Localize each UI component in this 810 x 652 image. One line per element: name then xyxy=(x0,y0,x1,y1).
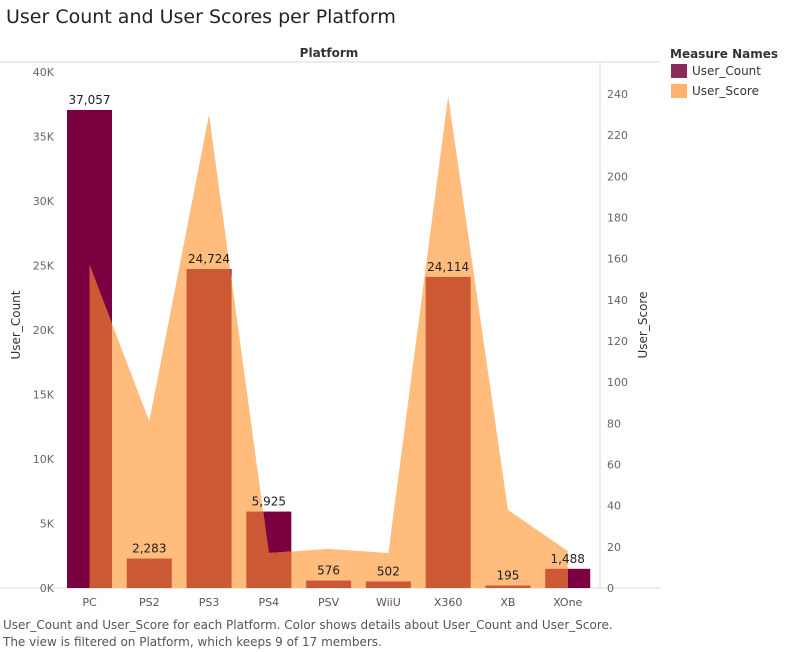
legend-label-user_score: User_Score xyxy=(692,84,759,98)
x-tick-ps4: PS4 xyxy=(259,596,280,609)
data-label-xone: 1,488 xyxy=(551,552,585,566)
chart-title: User Count and User Scores per Platform xyxy=(6,6,396,28)
column-header: Platform xyxy=(300,46,359,60)
legend-title: Measure Names xyxy=(670,47,778,61)
y-right-label: User_Score xyxy=(636,292,650,359)
data-label-x360: 24,114 xyxy=(427,260,469,274)
bar-overlap-ps2 xyxy=(126,558,172,588)
caption: User_Count and User_Score for each Platf… xyxy=(3,617,763,651)
data-label-ps4: 5,925 xyxy=(252,495,286,509)
legend-swatch-user_count xyxy=(671,64,687,78)
y-right-tick-120: 120 xyxy=(607,335,628,348)
y-right-tick-80: 80 xyxy=(607,417,621,430)
y-left-tick-25k: 25K xyxy=(33,260,55,273)
y-right-tick-140: 140 xyxy=(607,294,628,307)
y-right-tick-200: 200 xyxy=(607,170,628,183)
area-user-score xyxy=(89,96,568,588)
y-right-tick-60: 60 xyxy=(607,459,621,472)
y-left-label: User_Count xyxy=(9,290,23,359)
bar-overlap-ps3 xyxy=(186,269,232,588)
bar-overlap-x360 xyxy=(425,276,471,588)
y-left-tick-10k: 10K xyxy=(33,453,55,466)
caption-line-1: User_Count and User_Score for each Platf… xyxy=(3,618,613,632)
y-left-tick-15k: 15K xyxy=(33,389,55,402)
bar-overlap-xone xyxy=(545,568,568,588)
legend-swatch-user_score xyxy=(671,84,687,98)
legend-label-user_count: User_Count xyxy=(692,64,761,78)
y-right-tick-180: 180 xyxy=(607,212,628,225)
y-left-tick-0k: 0K xyxy=(40,582,55,595)
y-right-tick-100: 100 xyxy=(607,376,628,389)
data-label-pc: 37,057 xyxy=(69,93,111,107)
data-label-psv: 576 xyxy=(317,564,340,578)
bar-overlap-wiiu xyxy=(365,581,411,588)
x-tick-xone: XOne xyxy=(553,596,582,609)
x-tick-pc: PC xyxy=(82,596,97,609)
x-tick-wiiu: WiiU xyxy=(376,596,401,609)
x-tick-ps3: PS3 xyxy=(199,596,220,609)
y-left-tick-40k: 40K xyxy=(33,66,55,79)
y-right-tick-240: 240 xyxy=(607,88,628,101)
chart-svg: Platform 37,057 2,283 24,724 5,925 576 502 24,… xyxy=(0,46,778,609)
x-tick-x360: X360 xyxy=(434,596,463,609)
y-right-tick-220: 220 xyxy=(607,129,628,142)
caption-line-2: The view is filtered on Platform, which … xyxy=(3,635,382,649)
x-tick-ps2: PS2 xyxy=(139,596,160,609)
x-tick-psv: PSV xyxy=(318,596,340,609)
y-right-tick-0: 0 xyxy=(607,582,614,595)
y-right-tick-160: 160 xyxy=(607,253,628,266)
y-left-tick-35k: 35K xyxy=(33,131,55,144)
y-left-tick-20k: 20K xyxy=(33,324,55,337)
y-right-tick-20: 20 xyxy=(607,541,621,554)
data-label-xb: 195 xyxy=(496,568,519,582)
x-tick-xb: XB xyxy=(500,596,515,609)
bar-overlap-psv xyxy=(306,580,352,588)
data-label-ps2: 2,283 xyxy=(132,542,166,556)
data-label-ps3: 24,724 xyxy=(188,252,230,266)
y-left-tick-30k: 30K xyxy=(33,195,55,208)
y-left-tick-5k: 5K xyxy=(40,518,55,531)
bar-overlap-xb xyxy=(485,585,531,588)
y-right-tick-40: 40 xyxy=(607,500,621,513)
data-label-wiiu: 502 xyxy=(377,565,400,579)
